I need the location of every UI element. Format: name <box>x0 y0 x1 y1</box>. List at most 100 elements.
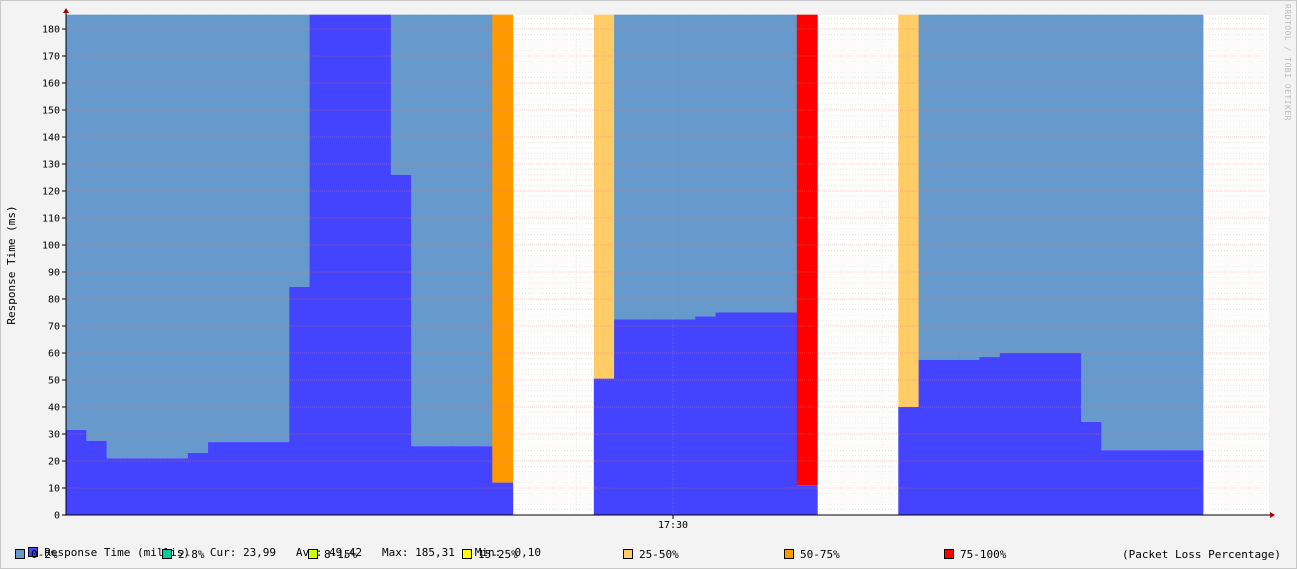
packet-loss-bar <box>187 14 209 453</box>
axes: 0 10 20 30 40 50 60 70 80 90 100 110 120 130 140 150 160… <box>42 8 1275 522</box>
response-time-bar <box>918 359 940 515</box>
response-time-bar <box>350 14 372 516</box>
response-time-bar <box>66 429 87 515</box>
y-tick-label: 10 <box>48 484 60 495</box>
response-time-bar <box>167 458 189 515</box>
response-time-bar <box>228 442 250 515</box>
response-time-bar <box>614 319 635 515</box>
y-tick-label: 130 <box>42 160 60 171</box>
y-tick-label: 90 <box>48 268 60 279</box>
response-time-bar <box>248 442 270 515</box>
watermark: RRDTOOL / TOBI OETIKER <box>1283 4 1292 121</box>
legend-swatch <box>784 549 794 559</box>
packet-loss-bar <box>654 14 676 320</box>
packet-loss-bar <box>898 14 920 408</box>
packet-loss-bar <box>735 14 757 313</box>
response-time-bar <box>735 312 757 515</box>
legend-swatch <box>623 549 633 559</box>
y-tick-label: 110 <box>42 214 60 225</box>
packet-loss-bar <box>796 14 818 486</box>
packet-loss-bar <box>289 14 311 287</box>
response-time-bar <box>593 378 615 515</box>
response-time-bar <box>796 485 818 515</box>
legend-swatch <box>308 549 318 559</box>
packet-loss-bar <box>269 14 290 443</box>
packet-loss-bar <box>938 14 960 360</box>
packet-loss-note: (Packet Loss Percentage) <box>1122 548 1281 561</box>
y-tick-label: 50 <box>48 376 60 387</box>
response-time-bar <box>979 357 1001 515</box>
response-time-bar <box>187 452 209 515</box>
packet-loss-bar <box>776 14 798 313</box>
response-time-bar <box>938 359 960 515</box>
legend-packet-loss-item: 0-2% <box>15 548 58 561</box>
y-tick-label: 160 <box>42 79 60 90</box>
packet-loss-bar <box>1040 14 1062 354</box>
response-time-bar <box>126 458 148 515</box>
packet-loss-bar <box>451 14 473 447</box>
packet-loss-bar <box>756 14 778 313</box>
y-axis-label: Response Time (ms) <box>5 205 18 324</box>
packet-loss-bar <box>979 14 1001 358</box>
y-tick-label: 0 <box>54 511 60 522</box>
packet-loss-bar <box>675 14 696 320</box>
legend-swatch-response <box>28 547 39 557</box>
y-tick-label: 70 <box>48 322 60 333</box>
packet-loss-bar <box>167 14 189 459</box>
x-axis-arrow <box>1270 512 1275 518</box>
y-tick-label: 100 <box>42 241 60 252</box>
packet-loss-bar <box>431 14 453 447</box>
response-time-bar <box>370 14 392 516</box>
packet-loss-bar <box>66 14 87 430</box>
data-bars <box>66 14 1204 516</box>
response-time-bar <box>715 312 737 515</box>
packet-loss-bar <box>208 14 229 443</box>
packet-loss-bar <box>86 14 108 441</box>
packet-loss-bar <box>918 14 940 360</box>
x-tick-label: 17:30 <box>658 520 688 531</box>
response-time-bar <box>411 446 432 515</box>
packet-loss-bar <box>390 14 412 175</box>
response-time-bar <box>208 442 229 515</box>
y-tick-label: 170 <box>42 52 60 63</box>
legend-main: Response Time (millis) Cur: 23,99 Avg: 4… <box>15 533 541 559</box>
legend-packet-loss-item: 15-25% <box>462 548 518 561</box>
legend-label: 75-100% <box>960 548 1007 561</box>
y-tick-label: 140 <box>42 133 60 144</box>
packet-loss-bar <box>248 14 270 443</box>
y-tick-label: 120 <box>42 187 60 198</box>
packet-loss-bar <box>106 14 128 459</box>
response-time-bar <box>959 359 981 515</box>
packet-loss-bar <box>228 14 250 443</box>
legend-label: 2-8% <box>178 548 205 561</box>
response-time-bar <box>451 446 473 515</box>
legend-label: 0-2% <box>31 548 58 561</box>
packet-loss-bar <box>1081 14 1102 422</box>
y-tick-label: 150 <box>42 106 60 117</box>
response-time-bar <box>309 14 331 516</box>
response-time-bar <box>1141 450 1163 515</box>
packet-loss-bar <box>1060 14 1082 354</box>
response-time-bar <box>756 312 778 515</box>
packet-loss-bar <box>593 14 615 379</box>
legend-packet-loss-item: 50-75% <box>784 548 840 561</box>
legend-label: 8-15% <box>324 548 358 561</box>
packet-loss-bar <box>411 14 432 447</box>
response-time-bar <box>86 440 108 515</box>
packet-loss-bar <box>1101 14 1123 451</box>
legend-response-stats: Cur: 23,99 Avg: 49,42 Max: 185,31 Min: 0… <box>209 546 541 559</box>
y-tick-label: 40 <box>48 403 60 414</box>
response-time-bar <box>492 482 514 515</box>
y-tick-label: 60 <box>48 349 60 360</box>
packet-loss-bar <box>492 14 514 483</box>
y-tick-label: 80 <box>48 295 60 306</box>
y-tick-label: 180 <box>42 25 60 36</box>
packet-loss-bar <box>959 14 981 360</box>
response-time-bar <box>269 442 290 515</box>
packet-loss-bar <box>715 14 737 313</box>
legend-swatch <box>462 549 472 559</box>
packet-loss-bar <box>1141 14 1163 451</box>
y-tick-label: 20 <box>48 457 60 468</box>
response-time-bar <box>634 319 656 515</box>
